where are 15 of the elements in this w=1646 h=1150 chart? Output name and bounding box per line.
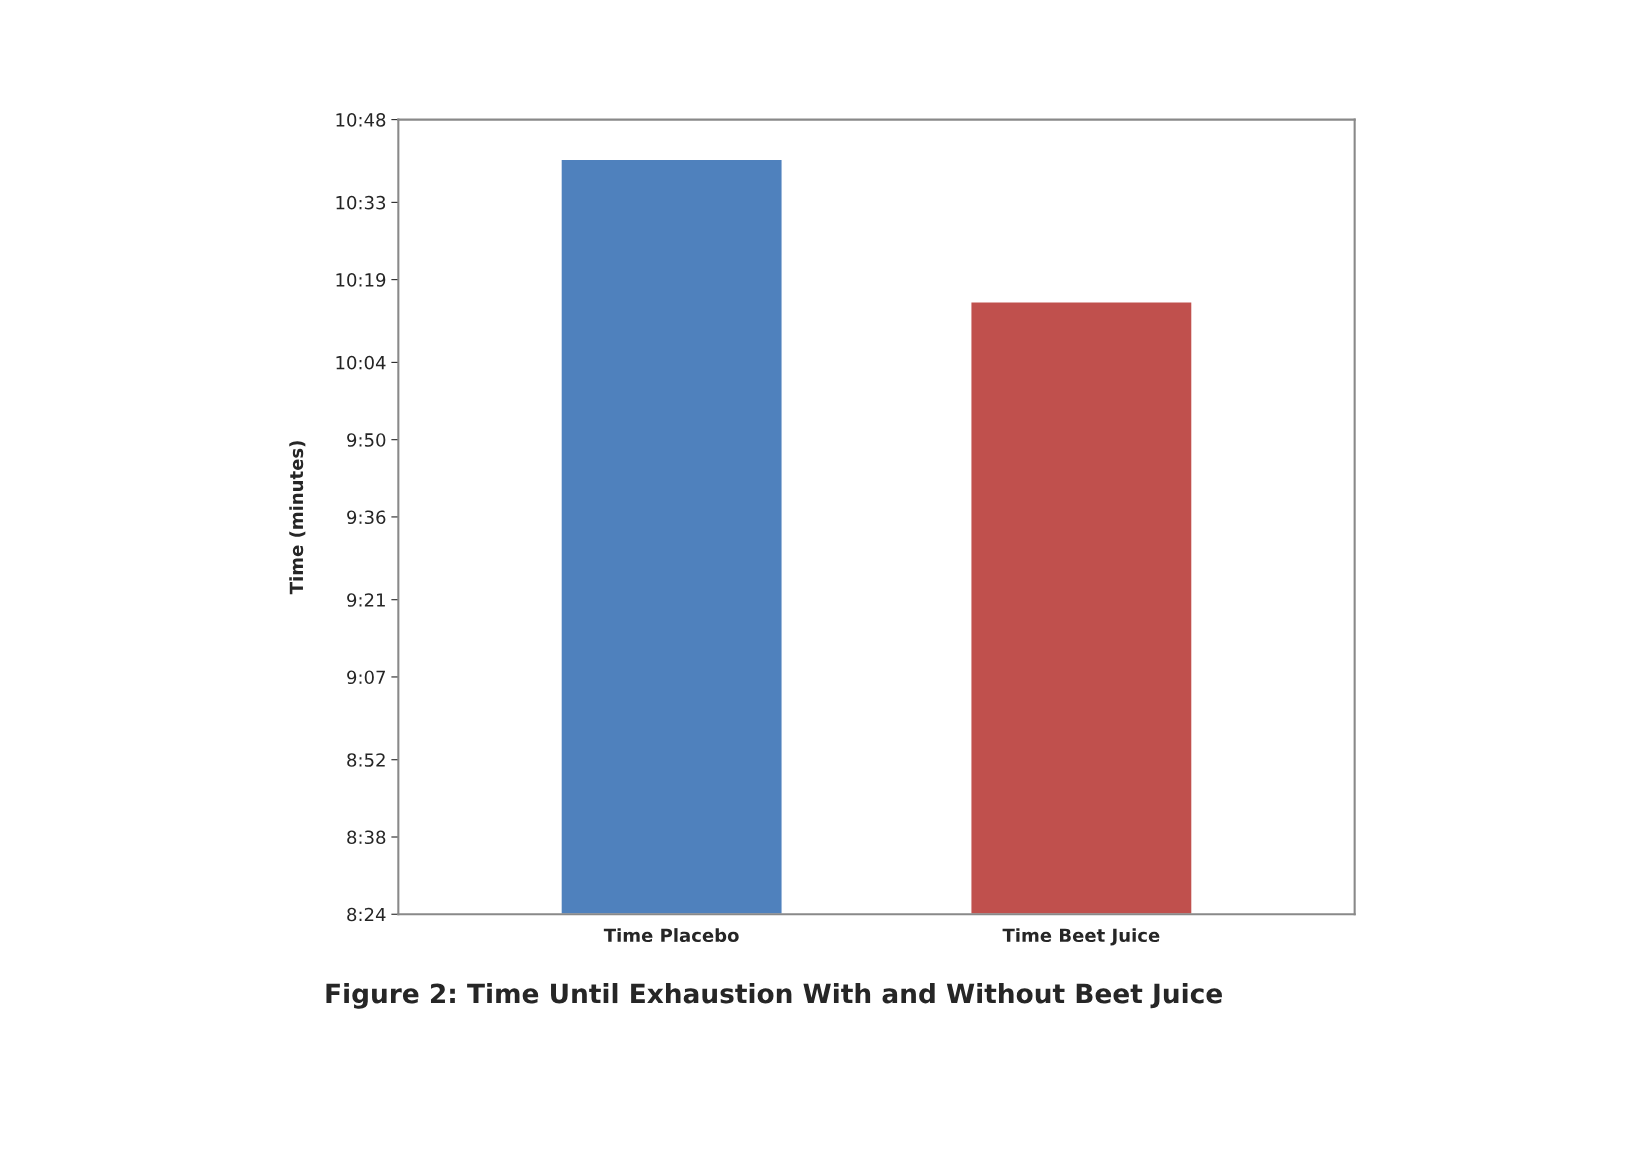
y-tick-label: 8:24 xyxy=(347,907,386,922)
y-tick-label: 8:52 xyxy=(347,753,385,767)
y-tick-label: 10:48 xyxy=(336,113,386,127)
x-tick-label: Time Beet Juice xyxy=(1002,928,1160,946)
y-tick-label: 9:36 xyxy=(347,510,386,525)
text: Figure 2: Time Until Exhaustion With and Without Beet Juice xyxy=(326,983,1222,1009)
y-axis-title: Time (minutes) xyxy=(289,441,306,595)
y-tick-label: 10:04 xyxy=(336,355,386,370)
y-tick-label: 9:50 xyxy=(347,433,386,447)
y-tick-label: 8:38 xyxy=(347,830,386,845)
x-tick-label: Time Placebo xyxy=(603,928,739,943)
y-tick-label: 10:33 xyxy=(336,195,386,210)
y-tick-label: 9:07 xyxy=(347,670,385,685)
y-tick-label: 10:19 xyxy=(336,273,386,287)
y-tick-label: 9:21 xyxy=(347,593,385,607)
